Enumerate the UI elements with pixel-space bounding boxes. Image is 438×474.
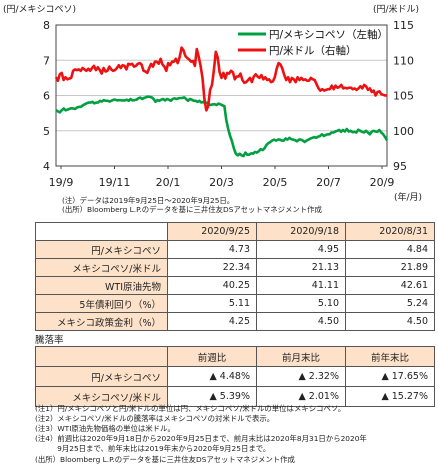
y-right-tick-label: 95 xyxy=(393,160,407,173)
change-header-3: 前年末比 xyxy=(345,346,435,367)
table-cell: 22.34 xyxy=(167,258,257,277)
y-right-tick-label: 105 xyxy=(393,90,414,103)
chart-gridlines xyxy=(56,59,387,132)
legend-label: 円/メキシコペソ（左軸） xyxy=(269,28,388,41)
x-tick-label: 20/5 xyxy=(263,176,288,189)
footnote-1: (注1）円/メキシコペソと円/米ドルの単位は円、メキシコペソ/米ドルの単位はメキ… xyxy=(35,404,346,413)
footnote-3: (注3）WTI原油先物価格の単位は米ドル。 xyxy=(35,424,175,433)
row-label: 円/メキシコペソ xyxy=(35,366,168,387)
x-tick-label: 20/1 xyxy=(156,176,181,189)
x-tick-label: 20/9 xyxy=(370,176,395,189)
table-cell: ▲ 4.48% xyxy=(167,366,257,387)
left-axis-unit: (円/メキシコペソ) xyxy=(3,5,77,15)
chart-ticks: 8 7 6 5 4 115 110 105 100 95 19/9 19/11 20/1 20/3 20/5… xyxy=(43,19,414,189)
y-left-tick-label: 4 xyxy=(43,160,50,173)
table-cell: 4.50 xyxy=(345,312,435,331)
table-cell: 40.25 xyxy=(167,276,257,295)
table-cell: 5.11 xyxy=(167,294,257,313)
table-row: WTI原油先物 40.25 41.11 42.61 xyxy=(35,276,435,295)
table-cell: ▲ 17.65% xyxy=(345,366,435,387)
row-label: メキシコ政策金利（%） xyxy=(35,312,168,331)
y-right-tick-label: 100 xyxy=(393,125,414,138)
series-line-jpy-usd xyxy=(54,46,387,112)
y-right-tick-label: 115 xyxy=(393,19,414,32)
change-header-2: 前月末比 xyxy=(256,346,346,367)
footnote-5: 9月25日まで、前年末比は2019年末から2020年9月25日まで。 xyxy=(35,444,271,453)
row-label: メキシコペソ/米ドル xyxy=(35,386,168,407)
x-tick-label: 19/9 xyxy=(49,176,74,189)
right-axis-unit: (円/米ドル) xyxy=(373,5,420,15)
change-section-title: 騰落率 xyxy=(35,335,64,346)
table-row: 円/メキシコペソ 4.73 4.95 4.84 xyxy=(35,240,435,259)
rates-table: 2020/9/25 2020/9/18 2020/8/31 円/メキシコペソ 4… xyxy=(35,222,435,331)
table-cell: ▲ 15.27% xyxy=(345,386,435,407)
table-cell: 21.89 xyxy=(345,258,435,277)
row-label: 円/メキシコペソ xyxy=(35,240,168,259)
y-left-tick-label: 5 xyxy=(43,125,50,138)
y-right-tick-label: 110 xyxy=(393,54,414,67)
rates-header-1: 2020/9/25 xyxy=(167,222,257,241)
table-row: メキシコペソ/米ドル ▲ 5.39% ▲ 2.01% ▲ 15.27% xyxy=(35,386,435,407)
legend-label: 円/米ドル（右軸） xyxy=(269,44,357,57)
x-tick-label: 20/7 xyxy=(316,176,341,189)
x-tick-label: 19/11 xyxy=(99,176,131,189)
change-header-1: 前週比 xyxy=(167,346,257,367)
change-table-header: 前週比 前月末比 前年末比 xyxy=(35,346,435,367)
table-row: メキシコペソ/米ドル 22.34 21.13 21.89 xyxy=(35,258,435,277)
x-axis-unit: (年/月) xyxy=(394,193,423,203)
legend-background xyxy=(236,43,384,57)
change-table-corner xyxy=(35,346,168,367)
series-line-jpy-mxn xyxy=(55,95,389,158)
table-cell: 5.10 xyxy=(256,294,346,313)
chart-note-1: (注）データは2019年9月25日～2020年9月25日。 xyxy=(62,196,235,205)
row-label: メキシコペソ/米ドル xyxy=(35,258,168,277)
rates-table-corner xyxy=(35,222,168,241)
table-cell: 4.25 xyxy=(167,312,257,331)
rates-table-header: 2020/9/25 2020/9/18 2020/8/31 xyxy=(35,222,435,241)
change-table: 前週比 前月末比 前年末比 円/メキシコペソ ▲ 4.48% ▲ 2.32% ▲… xyxy=(35,346,435,407)
table-row: メキシコ政策金利（%） 4.25 4.50 4.50 xyxy=(35,312,435,331)
legend-background xyxy=(236,27,384,41)
table-cell: 4.95 xyxy=(256,240,346,259)
chart-series xyxy=(54,46,389,158)
table-cell: 5.24 xyxy=(345,294,435,313)
table-cell: 41.11 xyxy=(256,276,346,295)
y-left-tick-label: 7 xyxy=(43,54,50,67)
y-left-tick-label: 6 xyxy=(43,90,50,103)
table-row: 5年債利回り（%） 5.11 5.10 5.24 xyxy=(35,294,435,313)
row-label: 5年債利回り（%） xyxy=(35,294,168,313)
table-cell: 21.13 xyxy=(256,258,346,277)
footnote-4: (注4）前週比は2020年9月18日から2020年9月25日まで、前月末比は20… xyxy=(35,434,367,443)
y-left-tick-label: 8 xyxy=(43,19,50,32)
footnote-2: (注2）メキシコペソ/米ドルの騰落率はメキシコペソの対米ドルで表示。 xyxy=(35,414,275,423)
footnote-6: (出所）Bloomberg L.P.のデータを基に三井住友DSアセットマネジメン… xyxy=(35,455,295,464)
table-row: 円/メキシコペソ ▲ 4.48% ▲ 2.32% ▲ 17.65% xyxy=(35,366,435,387)
table-cell: 42.61 xyxy=(345,276,435,295)
table-cell: 4.73 xyxy=(167,240,257,259)
exchange-rate-chart: 8 7 6 5 4 115 110 105 100 95 19/9 19/11 20/1 20/3 20/5… xyxy=(43,19,414,189)
x-tick-label: 20/3 xyxy=(209,176,234,189)
chart-note-2: (出所）Bloomberg L.P.のデータを基に三井住友DSアセットマネジメン… xyxy=(62,205,322,214)
rates-header-3: 2020/8/31 xyxy=(345,222,435,241)
table-cell: 4.50 xyxy=(256,312,346,331)
table-cell: 4.84 xyxy=(345,240,435,259)
table-cell: ▲ 2.32% xyxy=(256,366,346,387)
chart-legend: 円/メキシコペソ（左軸） 円/米ドル（右軸） xyxy=(236,27,388,57)
rates-header-2: 2020/9/18 xyxy=(256,222,346,241)
row-label: WTI原油先物 xyxy=(35,276,168,295)
